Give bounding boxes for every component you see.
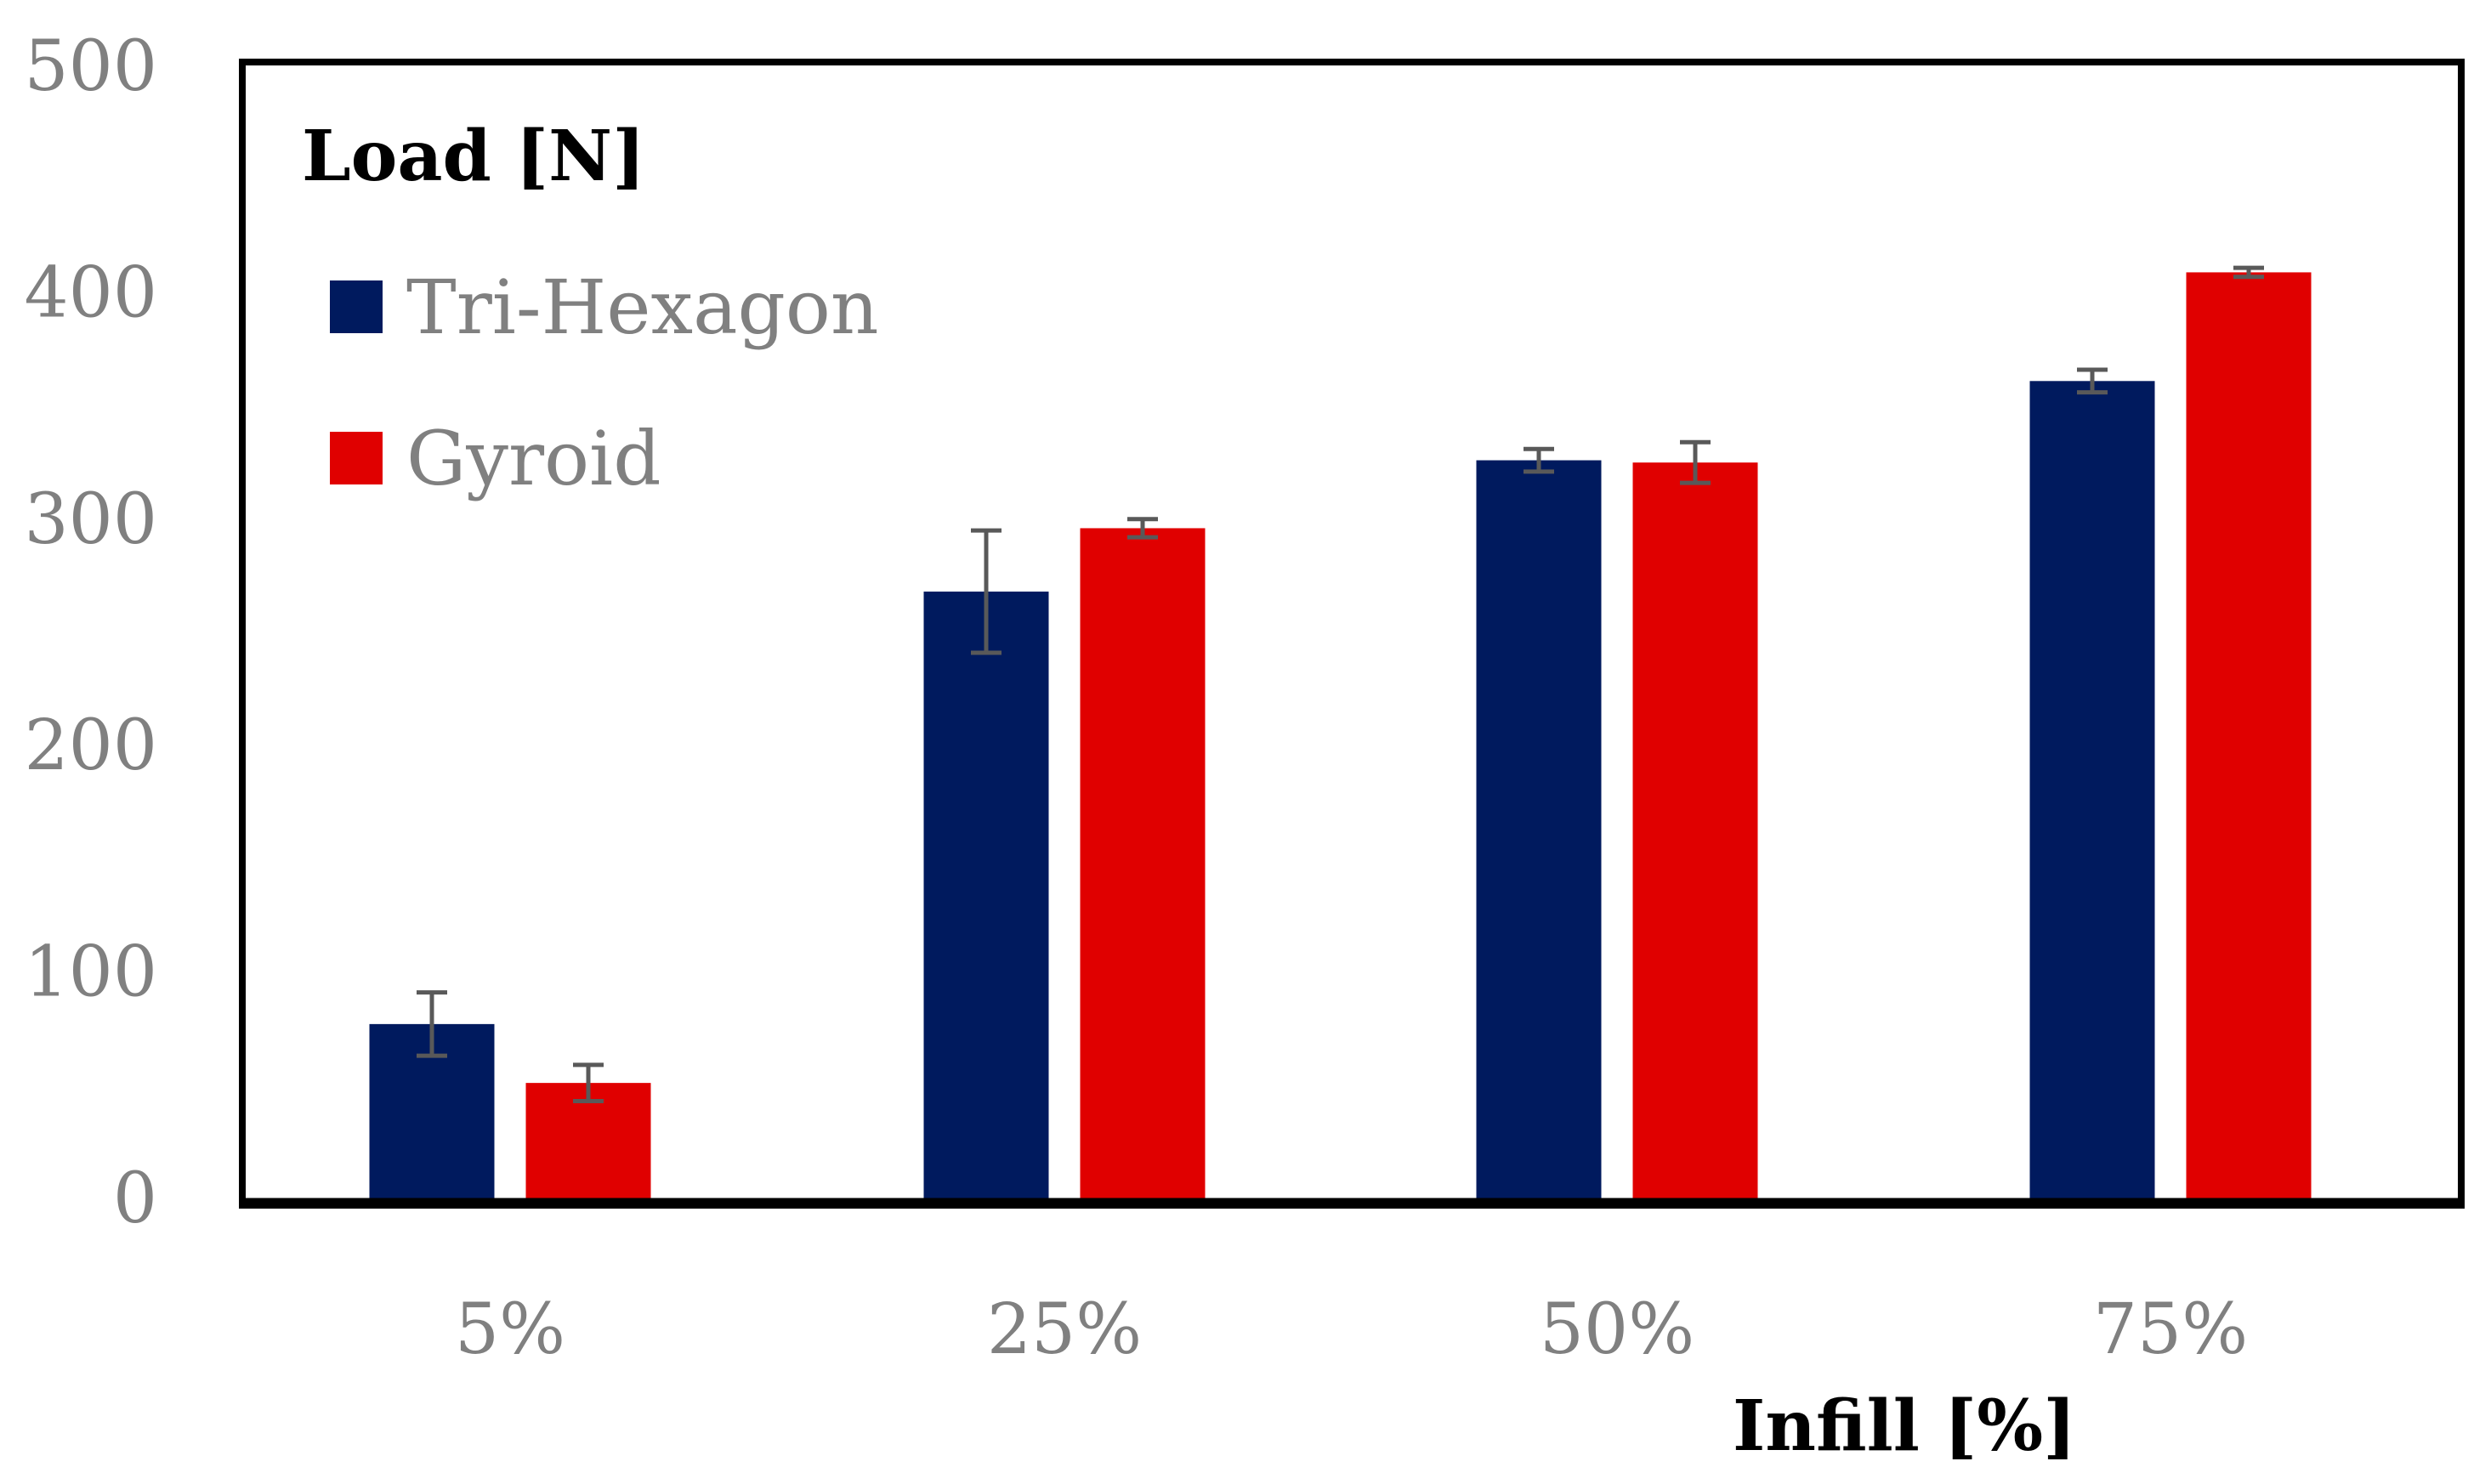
y-tick-label: 400 [24, 252, 157, 333]
plot-frame [239, 59, 2465, 1209]
y-axis-ticks: 0 100 200 300 400 500 [24, 26, 157, 1239]
legend-swatch-tri-hexagon [330, 280, 383, 333]
x-tick-label: 25% [987, 1289, 1142, 1370]
y-axis-title: Load [N] [302, 116, 645, 197]
x-tick-label: 75% [2093, 1289, 2248, 1370]
legend-swatch-gyroid [330, 432, 383, 484]
legend-label-tri-hexagon: Tri-Hexagon [406, 263, 879, 351]
y-tick-label: 500 [24, 26, 157, 107]
y-tick-label: 100 [24, 932, 157, 1013]
legend: Tri-Hexagon Gyroid [330, 263, 879, 502]
bar-gyroid-50pct [1632, 462, 1758, 1198]
bar-gyroid-25pct [1080, 528, 1206, 1198]
x-axis-title: Infill [%] [1733, 1385, 2076, 1467]
bar-gyroid-75pct [2186, 272, 2312, 1198]
bars [369, 272, 2312, 1198]
bar-tri-hexagon-50pct [1476, 460, 1602, 1198]
y-tick-label: 200 [24, 705, 157, 786]
legend-label-gyroid: Gyroid [406, 415, 661, 502]
y-tick-label: 0 [113, 1158, 157, 1239]
x-tick-label: 5% [455, 1289, 565, 1370]
y-tick-label: 300 [24, 479, 157, 560]
bar-tri-hexagon-25pct [923, 592, 1049, 1198]
bar-tri-hexagon-75pct [2029, 381, 2155, 1198]
x-tick-label: 50% [1540, 1289, 1694, 1370]
x-axis-ticks: 5% 25% 50% 75% [455, 1289, 2248, 1370]
error-bars [417, 265, 2264, 1103]
